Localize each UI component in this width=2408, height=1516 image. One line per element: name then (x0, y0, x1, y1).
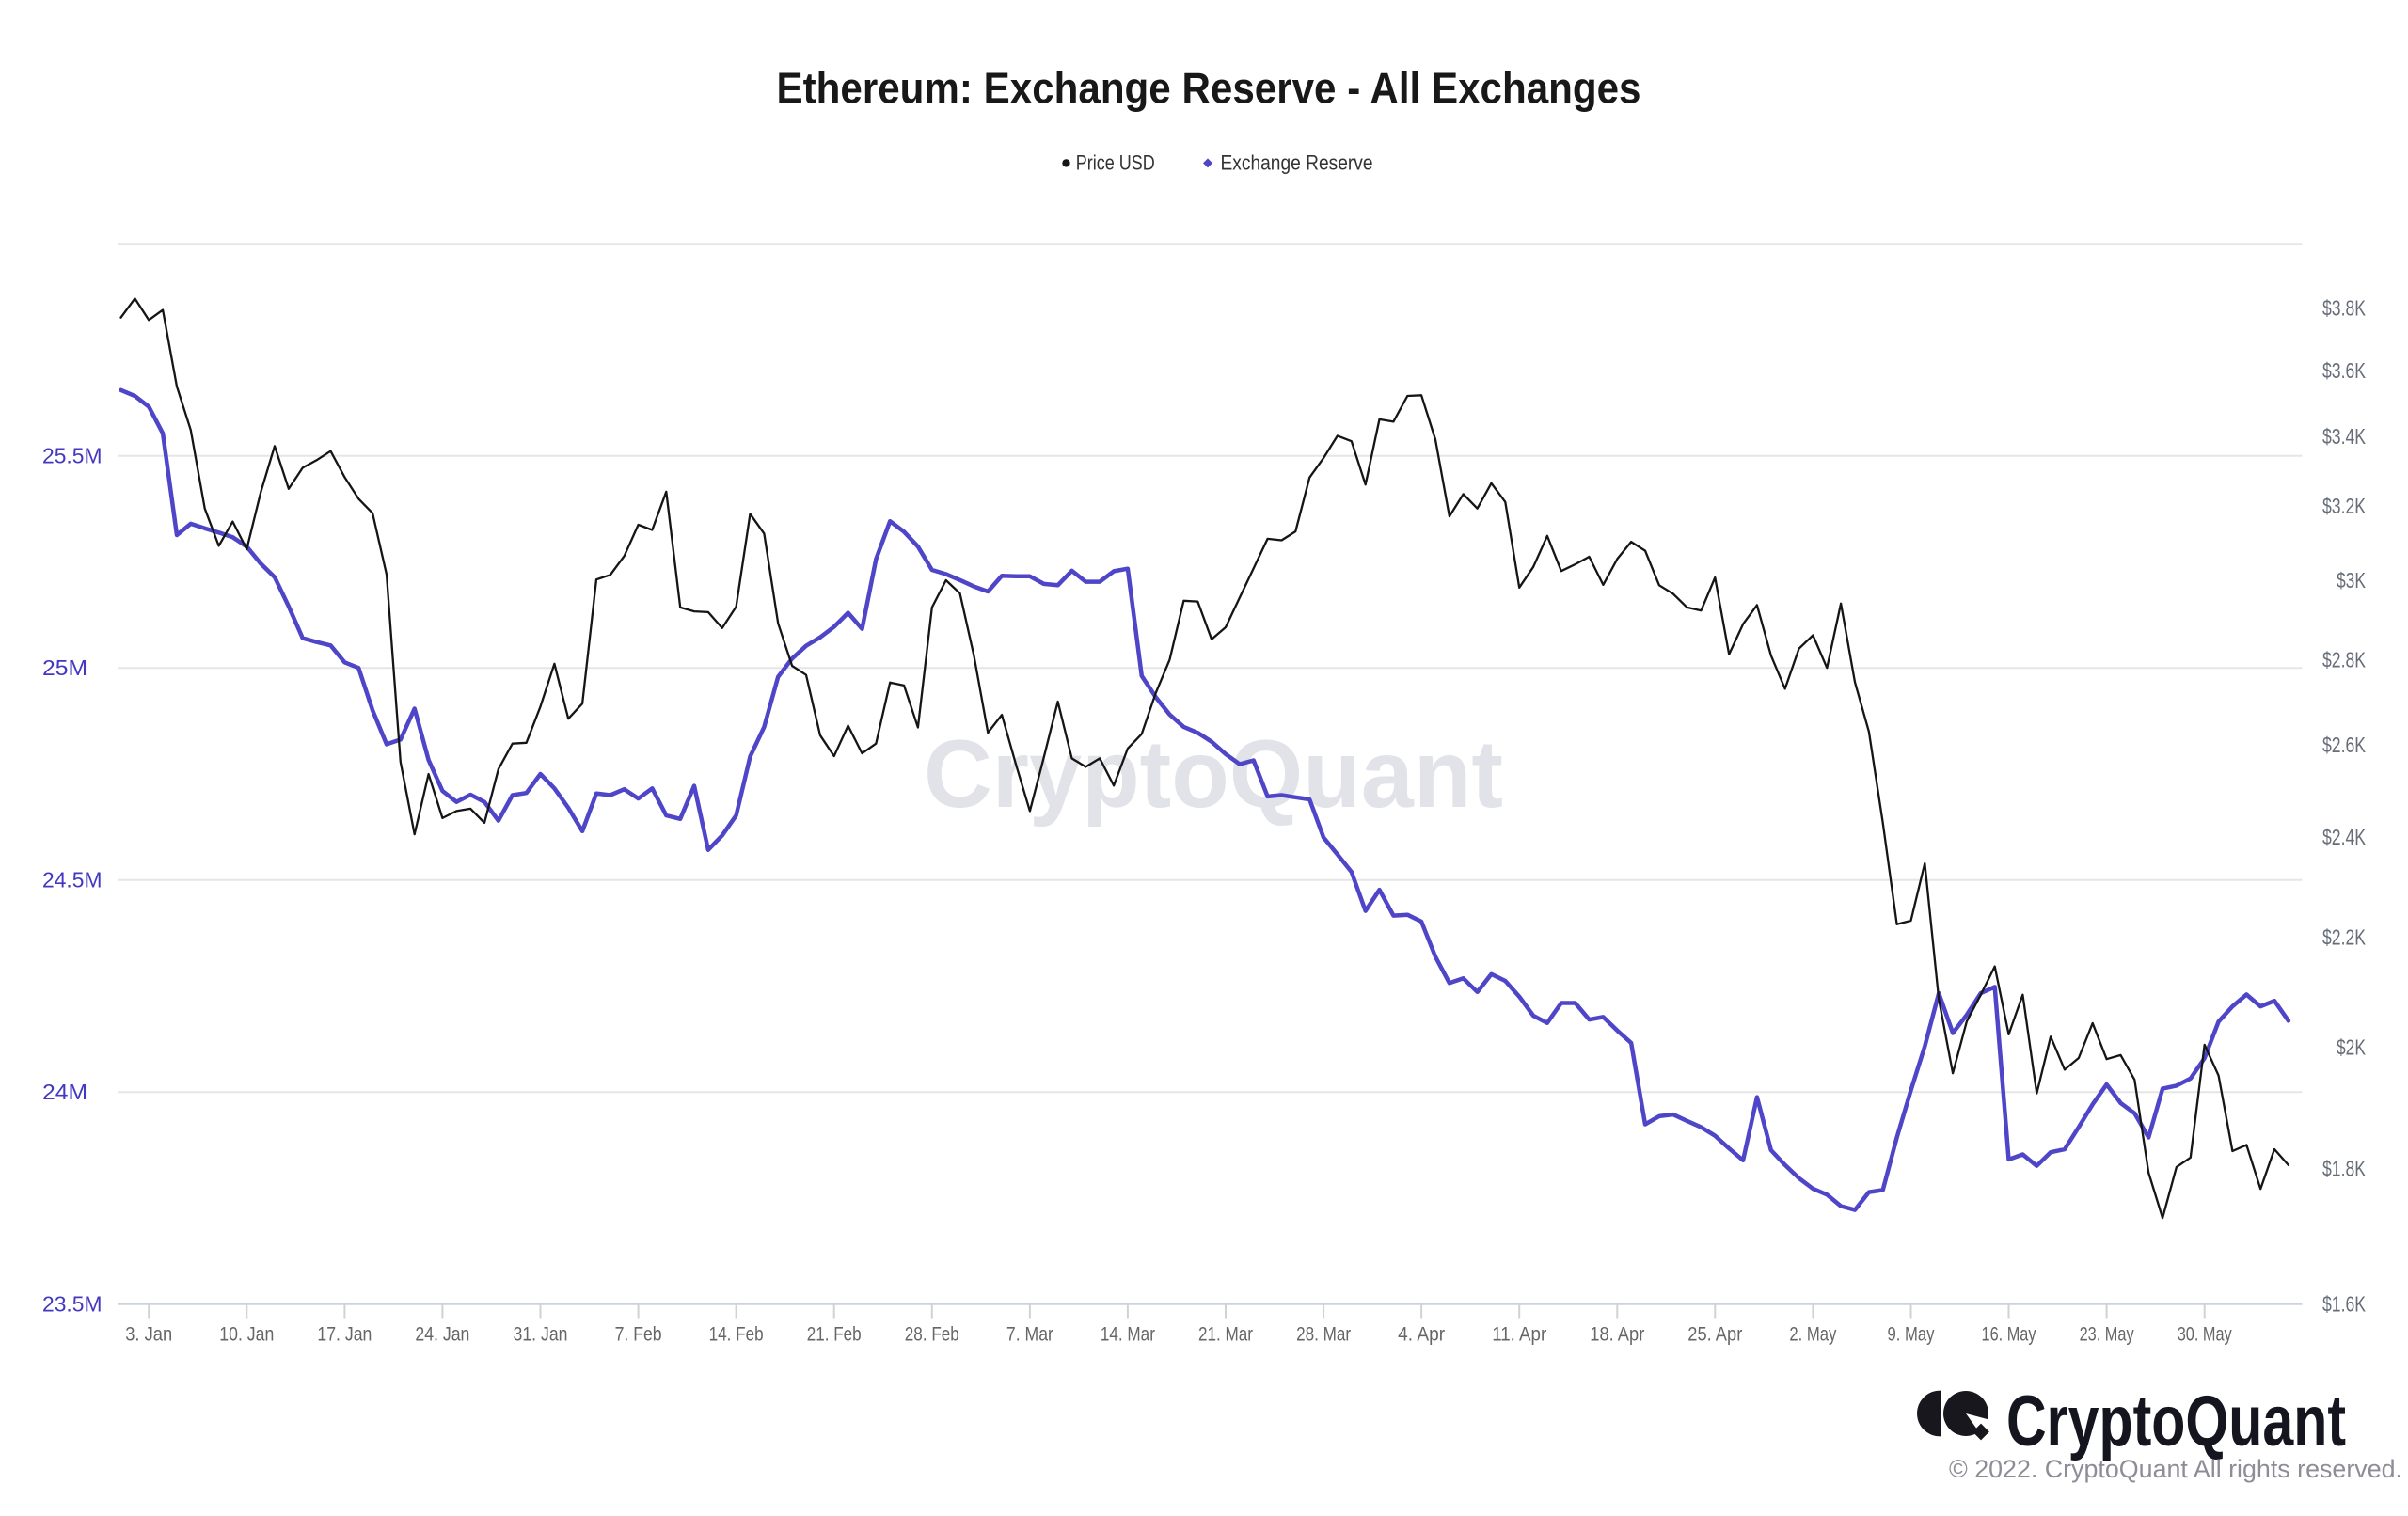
svg-text:14. Feb: 14. Feb (709, 1324, 764, 1346)
svg-text:25M: 25M (42, 655, 87, 680)
svg-text:11. Apr: 11. Apr (1492, 1324, 1546, 1346)
svg-text:3. Jan: 3. Jan (125, 1324, 172, 1346)
svg-text:18. Apr: 18. Apr (1590, 1324, 1644, 1346)
svg-text:23.5M: 23.5M (42, 1292, 103, 1317)
svg-text:7. Mar: 7. Mar (1006, 1324, 1054, 1346)
svg-text:$2.2K: $2.2K (2322, 925, 2367, 950)
svg-text:$3.2K: $3.2K (2322, 494, 2367, 518)
svg-text:© 2022. CryptoQuant All rights: © 2022. CryptoQuant All rights reserved. (1949, 1455, 2402, 1483)
svg-text:24. Jan: 24. Jan (415, 1324, 469, 1346)
svg-text:$3.4K: $3.4K (2322, 424, 2367, 449)
svg-text:21. Mar: 21. Mar (1198, 1324, 1253, 1346)
svg-text:$3.8K: $3.8K (2322, 296, 2367, 321)
svg-text:$2.4K: $2.4K (2322, 825, 2367, 849)
svg-text:23. May: 23. May (2080, 1324, 2134, 1346)
svg-text:28. Feb: 28. Feb (905, 1324, 959, 1346)
svg-text:$2K: $2K (2337, 1034, 2366, 1059)
svg-text:21. Feb: 21. Feb (807, 1324, 862, 1346)
svg-text:10. Jan: 10. Jan (219, 1324, 274, 1346)
svg-text:CryptoQuant: CryptoQuant (2006, 1382, 2346, 1461)
svg-text:24.5M: 24.5M (42, 868, 103, 892)
svg-text:Ethereum: Exchange Reserve - A: Ethereum: Exchange Reserve - All Exchang… (777, 64, 1641, 113)
svg-text:CryptoQuant: CryptoQuant (924, 720, 1503, 828)
svg-text:24M: 24M (42, 1080, 87, 1104)
svg-text:Exchange Reserve: Exchange Reserve (1221, 151, 1373, 175)
svg-text:4. Apr: 4. Apr (1398, 1324, 1445, 1346)
svg-text:2. May: 2. May (1789, 1324, 1836, 1346)
svg-text:14. Mar: 14. Mar (1101, 1324, 1155, 1346)
svg-text:$3.6K: $3.6K (2322, 358, 2367, 383)
svg-text:9. May: 9. May (1888, 1324, 1935, 1346)
svg-text:$3K: $3K (2337, 568, 2366, 592)
svg-text:28. Mar: 28. Mar (1296, 1324, 1351, 1346)
svg-text:$2.8K: $2.8K (2322, 647, 2367, 671)
svg-text:25.5M: 25.5M (42, 444, 103, 468)
svg-text:$1.8K: $1.8K (2322, 1156, 2367, 1180)
svg-text:17. Jan: 17. Jan (317, 1324, 372, 1346)
svg-text:31. Jan: 31. Jan (514, 1324, 568, 1346)
svg-text:Price USD: Price USD (1076, 151, 1155, 175)
svg-text:$1.6K: $1.6K (2322, 1291, 2367, 1316)
svg-text:16. May: 16. May (1982, 1324, 2036, 1346)
svg-text:30. May: 30. May (2178, 1324, 2232, 1346)
svg-text:7. Feb: 7. Feb (615, 1324, 662, 1346)
svg-text:25. Apr: 25. Apr (1687, 1324, 1742, 1346)
svg-text:$2.6K: $2.6K (2322, 733, 2367, 757)
